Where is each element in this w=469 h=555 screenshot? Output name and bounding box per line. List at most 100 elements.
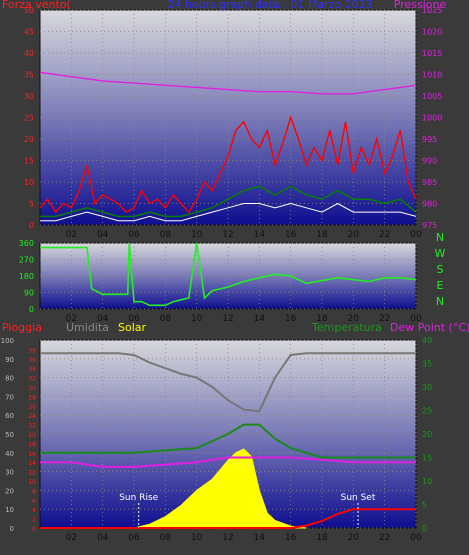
rain-y-tick: 30 bbox=[28, 385, 36, 392]
x-tick-label: 08 bbox=[160, 314, 172, 324]
rain-y-tick: 26 bbox=[28, 404, 36, 411]
compass-letter: N bbox=[436, 231, 444, 244]
humidity-y-tick: 50 bbox=[5, 431, 14, 439]
x-tick-label: 08 bbox=[160, 533, 172, 543]
x-tick-label: 08 bbox=[160, 230, 172, 240]
temperature-label: Temperatura bbox=[311, 321, 382, 334]
wind-y-tick: 40 bbox=[24, 49, 34, 58]
rain-y-tick: 22 bbox=[28, 423, 36, 430]
pressure-y-tick: 1010 bbox=[422, 71, 442, 80]
wind-y-tick: 50 bbox=[24, 6, 34, 15]
rain-y-tick: 12 bbox=[28, 470, 36, 477]
rain-y-tick: 38 bbox=[28, 347, 36, 354]
wind-min-line bbox=[40, 202, 417, 222]
x-tick-label: 04 bbox=[97, 533, 109, 543]
wind-y-tick: 10 bbox=[24, 178, 34, 187]
dewpoint-label: Dew Point (°C) bbox=[390, 321, 469, 334]
temperature-y-tick: 0 bbox=[422, 524, 427, 533]
x-tick-label: 20 bbox=[348, 230, 360, 240]
chart-title: 24 hours graph data : 01 Marzo 2023 bbox=[167, 0, 372, 11]
climate-axes: 02 04 06 08 10 12 14 16 18 20 22 000102030405060708… bbox=[1, 336, 433, 543]
x-tick-label: 16 bbox=[285, 533, 297, 543]
x-tick-label: 14 bbox=[254, 533, 266, 543]
rain-y-tick: 8 bbox=[32, 488, 36, 495]
x-tick-label: 00 bbox=[410, 533, 422, 543]
x-tick-label: 20 bbox=[348, 314, 360, 324]
sun-set-label: Sun Set bbox=[341, 493, 376, 503]
x-tick-label: 02 bbox=[66, 230, 77, 240]
x-tick-label: 16 bbox=[285, 230, 297, 240]
rain-y-tick: 28 bbox=[28, 394, 36, 401]
x-tick-label: 12 bbox=[222, 314, 233, 324]
humidity-y-tick: 70 bbox=[5, 393, 14, 401]
wind-axis-title: Forza vento( bbox=[2, 0, 71, 11]
wind-pressure-panel: 02 04 06 08 10 12 14 16 18 20 22 000510152025303540… bbox=[2, 0, 446, 240]
rain-y-tick: 34 bbox=[28, 366, 36, 373]
pressure-y-tick: 1000 bbox=[422, 114, 442, 123]
wind-grid bbox=[40, 9, 417, 226]
wind-y-tick: 15 bbox=[24, 157, 34, 166]
climate-series bbox=[40, 352, 416, 529]
humidity-y-tick: 10 bbox=[5, 506, 14, 514]
x-tick-label: 22 bbox=[379, 533, 390, 543]
compass-letter: W bbox=[435, 247, 446, 260]
rain-y-tick: 0 bbox=[32, 526, 36, 533]
pressure-y-tick: 1025 bbox=[422, 6, 442, 15]
x-tick-label: 18 bbox=[316, 314, 328, 324]
rain-y-tick: 6 bbox=[32, 498, 36, 505]
direction-y-tick: 180 bbox=[19, 272, 34, 281]
wind-y-tick: 0 bbox=[29, 221, 34, 230]
wind-gust-line bbox=[39, 115, 417, 214]
x-tick-label: 10 bbox=[191, 533, 203, 543]
pressure-line bbox=[39, 71, 417, 95]
x-tick-label: 02 bbox=[66, 533, 77, 543]
wind-y-tick: 20 bbox=[24, 135, 34, 144]
humidity-y-tick: 80 bbox=[5, 375, 14, 383]
rain-y-tick: 16 bbox=[28, 451, 36, 458]
temperature-y-tick: 5 bbox=[422, 501, 427, 510]
rain-y-tick: 18 bbox=[28, 441, 36, 448]
pressure-y-tick: 985 bbox=[422, 178, 437, 187]
pressure-y-tick: 1015 bbox=[422, 49, 442, 58]
x-tick-label: 14 bbox=[254, 230, 266, 240]
humidity-y-tick: 90 bbox=[5, 356, 14, 364]
x-tick-label: 22 bbox=[379, 314, 390, 324]
pressure-y-tick: 995 bbox=[422, 135, 437, 144]
sun-rise-label: Sun Rise bbox=[119, 493, 158, 503]
x-tick-label: 18 bbox=[316, 230, 328, 240]
x-tick-label: 20 bbox=[348, 533, 360, 543]
climate-panel: 02 04 06 08 10 12 14 16 18 20 22 000102030405060708… bbox=[1, 321, 469, 543]
x-tick-label: 12 bbox=[222, 533, 233, 543]
x-tick-label: 04 bbox=[97, 314, 109, 324]
pressure-y-tick: 980 bbox=[422, 200, 437, 209]
temperature-y-tick: 40 bbox=[422, 336, 432, 345]
humidity-y-tick: 100 bbox=[1, 337, 14, 345]
x-tick-label: 22 bbox=[379, 230, 390, 240]
compass-letter: S bbox=[437, 263, 444, 276]
humidity-y-tick: 40 bbox=[5, 450, 14, 458]
x-tick-label: 16 bbox=[285, 314, 297, 324]
solar-label: Solar bbox=[118, 321, 147, 334]
rain-y-tick: 2 bbox=[32, 517, 36, 524]
humidity-label: Umidita bbox=[66, 321, 109, 334]
direction-y-tick: 270 bbox=[19, 256, 34, 265]
x-tick-label: 06 bbox=[128, 314, 140, 324]
temperature-y-tick: 30 bbox=[422, 383, 432, 392]
humidity-y-tick: 60 bbox=[5, 412, 14, 420]
x-tick-label: 12 bbox=[222, 230, 233, 240]
direction-y-tick: 360 bbox=[19, 239, 34, 248]
rain-y-tick: 24 bbox=[28, 413, 36, 420]
x-tick-label: 18 bbox=[316, 533, 328, 543]
humidity-y-tick: 30 bbox=[5, 469, 14, 477]
pressure-y-tick: 1005 bbox=[422, 92, 442, 101]
x-tick-label: 06 bbox=[128, 533, 140, 543]
wind-y-tick: 30 bbox=[24, 92, 34, 101]
temperature-y-tick: 15 bbox=[422, 454, 432, 463]
wind-avg-line bbox=[40, 185, 417, 218]
direction-line bbox=[40, 242, 417, 307]
x-tick-label: 10 bbox=[191, 314, 203, 324]
direction-grid bbox=[40, 242, 417, 310]
x-tick-label: 14 bbox=[254, 314, 266, 324]
